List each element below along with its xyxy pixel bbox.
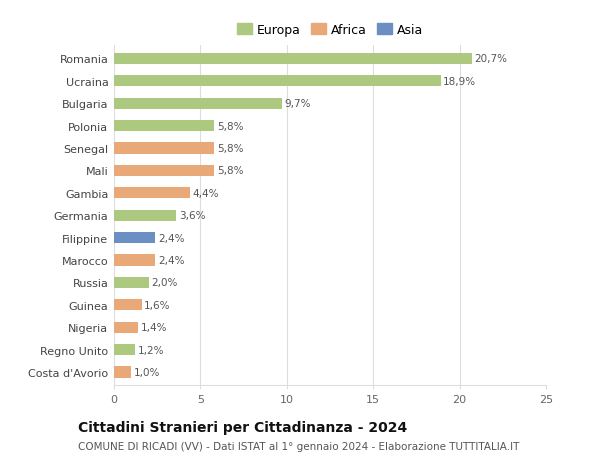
Bar — [114, 165, 214, 177]
Text: 3,6%: 3,6% — [179, 211, 205, 221]
Text: 18,9%: 18,9% — [443, 77, 476, 87]
Text: 4,4%: 4,4% — [193, 188, 219, 198]
Legend: Europa, Africa, Asia: Europa, Africa, Asia — [235, 22, 425, 39]
Text: 5,8%: 5,8% — [217, 144, 244, 154]
Bar — [114, 255, 155, 266]
Bar — [114, 322, 138, 333]
Text: 1,2%: 1,2% — [137, 345, 164, 355]
Text: 5,8%: 5,8% — [217, 166, 244, 176]
Text: 2,4%: 2,4% — [158, 255, 185, 265]
Bar — [114, 76, 440, 87]
Text: 2,4%: 2,4% — [158, 233, 185, 243]
Text: 2,0%: 2,0% — [151, 278, 178, 288]
Text: 9,7%: 9,7% — [284, 99, 311, 109]
Text: Cittadini Stranieri per Cittadinanza - 2024: Cittadini Stranieri per Cittadinanza - 2… — [78, 420, 407, 434]
Bar — [114, 143, 214, 154]
Text: 1,4%: 1,4% — [141, 323, 167, 332]
Text: 1,6%: 1,6% — [144, 300, 171, 310]
Bar — [114, 300, 142, 311]
Text: 20,7%: 20,7% — [474, 54, 507, 64]
Bar — [114, 54, 472, 65]
Text: 5,8%: 5,8% — [217, 121, 244, 131]
Bar — [114, 188, 190, 199]
Text: 1,0%: 1,0% — [134, 367, 160, 377]
Bar — [114, 344, 135, 355]
Bar — [114, 210, 176, 221]
Bar — [114, 277, 149, 288]
Text: COMUNE DI RICADI (VV) - Dati ISTAT al 1° gennaio 2024 - Elaborazione TUTTITALIA.: COMUNE DI RICADI (VV) - Dati ISTAT al 1°… — [78, 441, 520, 451]
Bar — [114, 233, 155, 244]
Bar — [114, 98, 281, 110]
Bar — [114, 121, 214, 132]
Bar — [114, 367, 131, 378]
